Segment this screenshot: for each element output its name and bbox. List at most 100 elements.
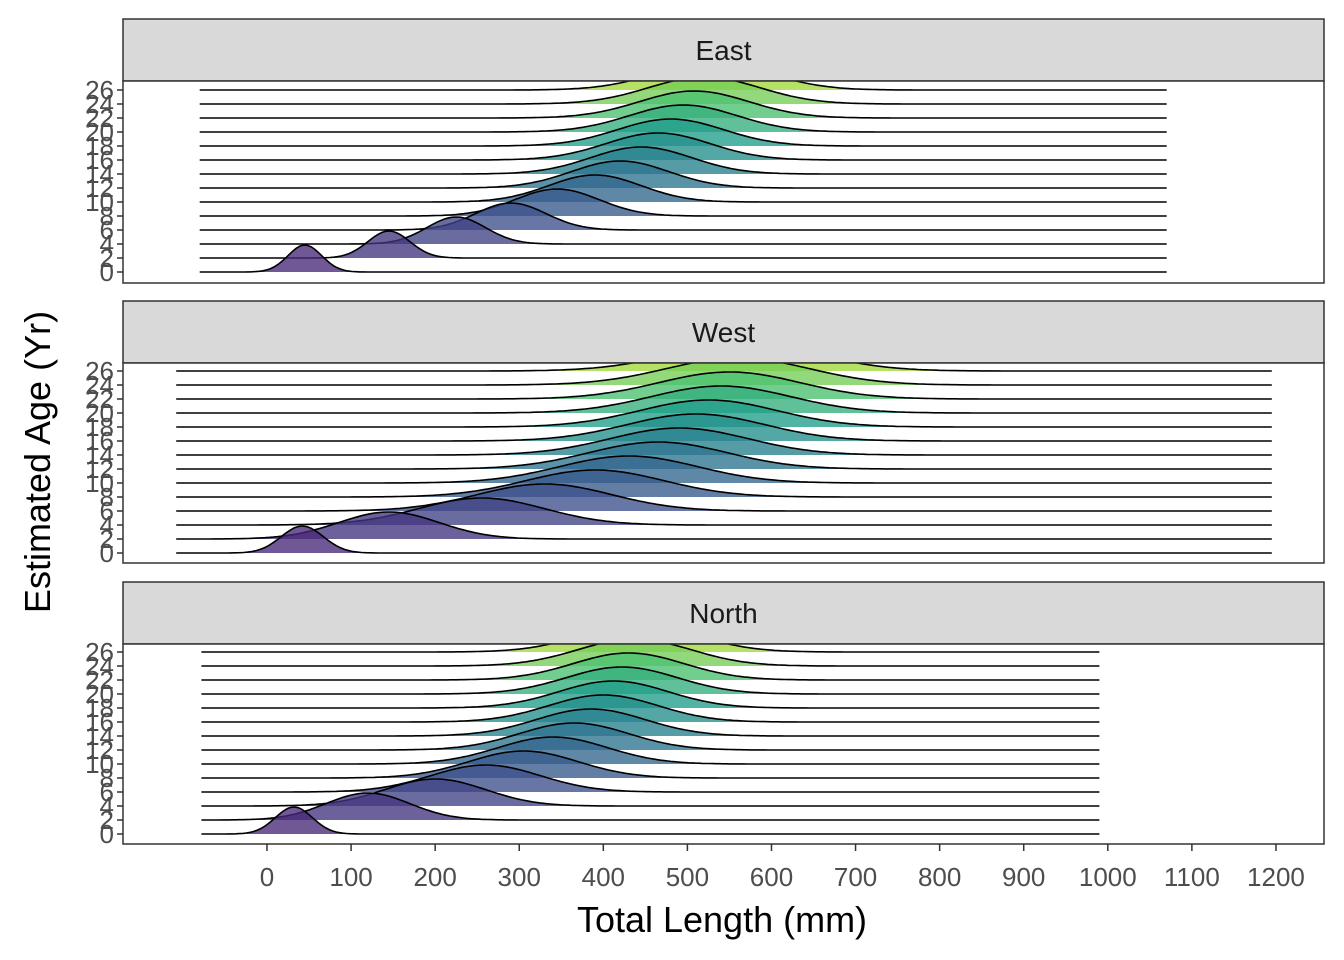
ridge-line-age-18 (176, 399, 1272, 428)
ridge-line-age-26 (201, 644, 1100, 653)
x-axis: 0 100 200 300 400 500 600 700 800 900 1000 1100 1200 (260, 844, 1305, 892)
facet-strip (122, 18, 1325, 82)
ridge-line-age-0 (176, 525, 1272, 554)
ridges (199, 81, 1167, 273)
ridge-line-age-24 (176, 363, 1272, 386)
y-tick-label: 0 (100, 819, 114, 849)
y-tick-label: 6 (100, 777, 114, 807)
ridge-line-age-14 (199, 146, 1167, 175)
ridge-area-age-16 (176, 414, 1272, 441)
y-tick-label: 22 (85, 384, 114, 414)
ridge-area-age-12 (201, 723, 1100, 750)
y-axis-title: Estimated Age (Yr) (17, 311, 58, 613)
ridge-line-age-8 (176, 469, 1272, 498)
y-tick-label: 12 (85, 735, 114, 765)
ridge-line-age-26 (199, 81, 1167, 91)
y-tick-label: 22 (85, 665, 114, 695)
y-tick-label: 8 (100, 201, 114, 231)
ridge-line-age-10 (201, 736, 1100, 765)
y-tick-label: 18 (85, 131, 114, 161)
x-tick-label: 400 (582, 862, 625, 892)
x-tick-label: 800 (918, 862, 961, 892)
x-axis-title: Total Length (mm) (577, 899, 867, 940)
y-tick-label: 26 (85, 637, 114, 667)
ridge-area-age-14 (199, 147, 1167, 174)
panel-border (122, 80, 1325, 284)
y-tick-label: 2 (100, 805, 114, 835)
x-tick-label: 700 (834, 862, 877, 892)
y-tick-label: 6 (100, 215, 114, 245)
facet-label: East (695, 35, 751, 66)
x-tick-label: 1100 (1164, 862, 1220, 892)
ridge-line-age-20 (199, 104, 1167, 133)
y-tick-label: 16 (85, 145, 114, 175)
ridge-area-age-0 (201, 807, 1100, 834)
y-tick-label: 10 (85, 468, 114, 498)
y-tick-label: 26 (85, 75, 114, 105)
ridge-line-age-20 (201, 666, 1100, 695)
y-tick-label: 6 (100, 496, 114, 526)
ridge-line-age-18 (199, 118, 1167, 147)
panel-border (122, 362, 1325, 564)
ridge-line-age-24 (201, 644, 1100, 667)
facet-label: West (692, 317, 755, 348)
ridge-area-age-10 (176, 456, 1272, 483)
ridge-line-age-8 (201, 750, 1100, 779)
ridge-line-age-6 (199, 202, 1167, 231)
ridge-line-age-22 (199, 90, 1167, 119)
ridge-line-age-22 (176, 371, 1272, 400)
ridge-area-age-2 (176, 512, 1272, 539)
y-tick-label: 26 (85, 356, 114, 386)
facet-label: North (689, 598, 757, 629)
ridge-area-age-2 (201, 793, 1100, 820)
ridge-area-age-2 (199, 231, 1167, 258)
y-tick-label: 12 (85, 454, 114, 484)
x-tick-label: 1000 (1079, 862, 1137, 892)
ridge-line-age-8 (199, 188, 1167, 217)
ridge-line-age-6 (201, 764, 1100, 793)
ridge-line-age-10 (199, 174, 1167, 203)
ridge-line-age-4 (199, 216, 1167, 245)
y-tick-label: 24 (85, 651, 114, 681)
ridge-line-age-2 (201, 792, 1100, 821)
ridge-line-age-12 (176, 441, 1272, 470)
ridges (201, 644, 1100, 835)
ridge-line-age-14 (176, 427, 1272, 456)
y-tick-label: 0 (100, 538, 114, 568)
x-tick-label: 0 (260, 862, 274, 892)
ridge-area-age-20 (176, 386, 1272, 413)
x-tick-label: 900 (1002, 862, 1045, 892)
y-tick-label: 14 (85, 721, 114, 751)
x-tick-label: 200 (413, 862, 456, 892)
ridge-line-age-16 (176, 413, 1272, 442)
y-tick-label: 10 (85, 187, 114, 217)
ridge-area-age-18 (176, 400, 1272, 427)
ridge-area-age-20 (201, 667, 1100, 694)
ridge-line-age-14 (201, 708, 1100, 737)
y-tick-label: 2 (100, 243, 114, 273)
ridge-area-age-18 (201, 681, 1100, 708)
ridge-line-age-26 (176, 363, 1272, 372)
y-tick-label: 10 (85, 749, 114, 779)
ridge-area-age-4 (199, 217, 1167, 244)
x-tick-label: 600 (750, 862, 793, 892)
ridge-area-age-14 (176, 428, 1272, 455)
ridge-area-age-22 (201, 653, 1100, 680)
ridge-area-age-4 (201, 779, 1100, 806)
ridge-line-age-18 (201, 680, 1100, 709)
panel-border (122, 643, 1325, 845)
ridge-area-age-12 (199, 161, 1167, 188)
ridge-line-age-12 (201, 722, 1100, 751)
y-tick-label: 18 (85, 693, 114, 723)
ridge-line-age-2 (199, 230, 1167, 259)
ridge-area-age-12 (176, 442, 1272, 469)
ridge-line-age-22 (201, 652, 1100, 681)
y-tick-label: 4 (100, 791, 114, 821)
y-tick-label: 18 (85, 412, 114, 442)
ridge-line-age-16 (201, 694, 1100, 723)
ridge-line-age-10 (176, 455, 1272, 484)
